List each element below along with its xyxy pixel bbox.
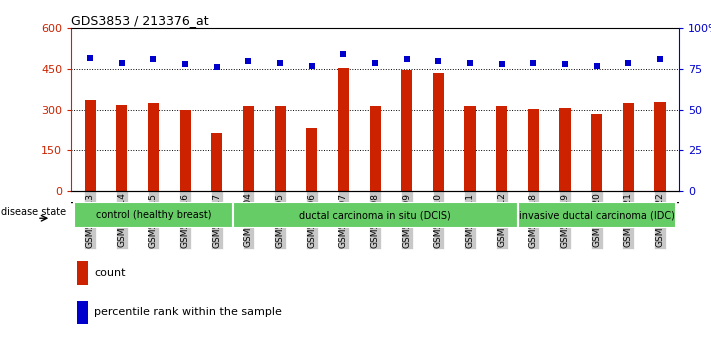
Text: percentile rank within the sample: percentile rank within the sample bbox=[94, 307, 282, 317]
Text: invasive ductal carcinoma (IDC): invasive ductal carcinoma (IDC) bbox=[519, 210, 675, 220]
Bar bbox=[180, 110, 191, 191]
Bar bbox=[518, 202, 676, 228]
Bar bbox=[116, 105, 127, 191]
Bar bbox=[306, 128, 317, 191]
Bar bbox=[77, 301, 88, 324]
Bar bbox=[85, 100, 96, 191]
Bar bbox=[623, 103, 634, 191]
Bar bbox=[74, 202, 232, 228]
Bar bbox=[401, 70, 412, 191]
Bar bbox=[654, 102, 665, 191]
Bar bbox=[274, 107, 286, 191]
Bar bbox=[232, 202, 518, 228]
Text: disease state: disease state bbox=[1, 207, 67, 217]
Bar bbox=[433, 73, 444, 191]
Text: control (healthy breast): control (healthy breast) bbox=[96, 210, 211, 220]
Bar bbox=[528, 109, 539, 191]
Text: GDS3853 / 213376_at: GDS3853 / 213376_at bbox=[71, 14, 209, 27]
Bar bbox=[77, 261, 88, 285]
Bar bbox=[148, 103, 159, 191]
Bar bbox=[370, 107, 380, 191]
Bar bbox=[211, 133, 223, 191]
Text: count: count bbox=[94, 268, 126, 278]
Text: ductal carcinoma in situ (DCIS): ductal carcinoma in situ (DCIS) bbox=[299, 210, 451, 220]
Bar bbox=[496, 105, 507, 191]
Bar bbox=[560, 108, 570, 191]
Bar bbox=[464, 107, 476, 191]
Bar bbox=[243, 105, 254, 191]
Bar bbox=[591, 114, 602, 191]
Bar bbox=[338, 68, 349, 191]
